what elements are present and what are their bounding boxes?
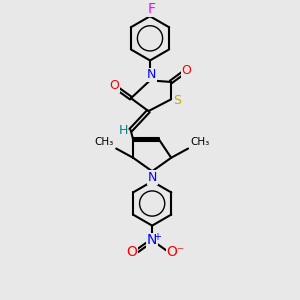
Text: CH₃: CH₃ bbox=[190, 137, 210, 147]
Text: S: S bbox=[173, 94, 181, 107]
Text: +: + bbox=[153, 232, 161, 242]
Text: O: O bbox=[126, 245, 137, 259]
Text: O⁻: O⁻ bbox=[167, 245, 184, 259]
Text: F: F bbox=[148, 2, 155, 16]
Text: O: O bbox=[110, 79, 119, 92]
Text: CH₃: CH₃ bbox=[94, 137, 114, 147]
Text: N: N bbox=[147, 68, 156, 81]
Text: O: O bbox=[181, 64, 191, 77]
Text: N: N bbox=[148, 171, 157, 184]
Text: H: H bbox=[118, 124, 128, 136]
Text: N: N bbox=[147, 233, 157, 248]
